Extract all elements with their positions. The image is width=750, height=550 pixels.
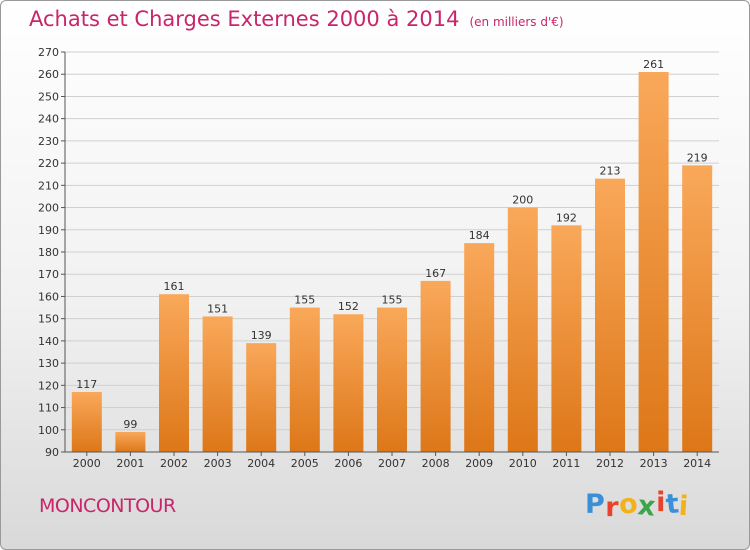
bar-2002 [159, 294, 189, 452]
x-tick-label: 2014 [683, 457, 711, 470]
y-tick-label: 120 [38, 379, 59, 392]
y-tick-label: 130 [38, 357, 59, 370]
data-label: 161 [164, 280, 185, 293]
labels: 90 100 110 120 130 140 150 160 170 180 190 200 210 22… [38, 46, 711, 470]
y-tick-label: 220 [38, 157, 59, 170]
x-tick-label: 2007 [378, 457, 406, 470]
y-tick-label: 250 [38, 90, 59, 103]
y-tick-label: 200 [38, 202, 59, 215]
bar-2001 [115, 432, 146, 452]
x-tick-label: 2006 [334, 457, 362, 470]
bar-2012 [595, 178, 625, 452]
y-tick-label: 150 [38, 313, 59, 326]
proxiti-logo: Proxiti [585, 487, 690, 523]
x-tick-label: 2004 [247, 457, 275, 470]
x-tick-label: 2010 [509, 457, 537, 470]
bar-2005 [289, 307, 320, 452]
chart-title-text: Achats et Charges Externes 2000 à 2014 [29, 7, 460, 31]
chart-title: Achats et Charges Externes 2000 à 2014 (e… [29, 7, 564, 31]
logo-letter: i [678, 490, 690, 523]
y-tick-label: 160 [38, 290, 59, 303]
x-tick-label: 2011 [552, 457, 580, 470]
x-tick-label: 2008 [422, 457, 450, 470]
y-tick-label: 260 [38, 68, 59, 81]
data-label: 99 [123, 418, 137, 431]
x-tick-label: 2013 [640, 457, 668, 470]
y-tick-label: 140 [38, 335, 59, 348]
y-tick-label: 240 [38, 113, 59, 126]
data-label: 152 [338, 300, 359, 313]
data-label: 155 [294, 294, 315, 307]
bar-2004 [246, 343, 277, 452]
x-tick-label: 2000 [73, 457, 101, 470]
axes [61, 51, 719, 456]
y-tick-label: 270 [38, 46, 59, 59]
chart-subtitle: (en milliers d'€) [469, 15, 564, 29]
y-tick-label: 190 [38, 224, 59, 237]
bar-2006 [333, 314, 364, 452]
data-label: 219 [687, 151, 708, 164]
data-label: 167 [425, 267, 446, 280]
bar-2010 [507, 207, 538, 452]
x-tick-label: 2009 [465, 457, 493, 470]
y-tick-label: 100 [38, 424, 59, 437]
logo-letter: P [585, 489, 606, 520]
y-tick-label: 90 [45, 446, 59, 459]
bar-2000 [71, 392, 102, 452]
data-label: 200 [512, 194, 533, 207]
y-tick-label: 180 [38, 246, 59, 259]
logo-letter: x [636, 490, 658, 523]
x-tick-label: 2001 [116, 457, 144, 470]
data-label: 139 [251, 329, 272, 342]
x-tick-label: 2012 [596, 457, 624, 470]
bar-2013 [638, 72, 669, 452]
x-tick-label: 2002 [160, 457, 188, 470]
data-label: 184 [469, 229, 490, 242]
x-tick-label: 2003 [204, 457, 232, 470]
bar-2003 [202, 316, 233, 452]
bars [71, 72, 713, 453]
y-tick-label: 210 [38, 179, 59, 192]
data-label: 261 [643, 58, 664, 71]
x-tick-label: 2005 [291, 457, 319, 470]
bar-2007 [377, 307, 407, 452]
bar-2014 [682, 165, 713, 453]
data-label: 151 [207, 302, 228, 315]
place-name: MONCONTOUR [39, 495, 176, 517]
y-tick-label: 110 [38, 402, 59, 415]
logo-letter: r [605, 492, 620, 523]
data-label: 117 [76, 378, 97, 391]
logo-letter: i [656, 487, 666, 518]
y-tick-label: 170 [38, 268, 59, 281]
bar-2011 [551, 225, 582, 452]
bar-2008 [420, 280, 451, 452]
y-tick-label: 230 [38, 135, 59, 148]
data-label: 192 [556, 211, 577, 224]
data-label: 213 [600, 165, 621, 178]
data-label: 155 [382, 294, 403, 307]
bar-2009 [464, 243, 495, 452]
